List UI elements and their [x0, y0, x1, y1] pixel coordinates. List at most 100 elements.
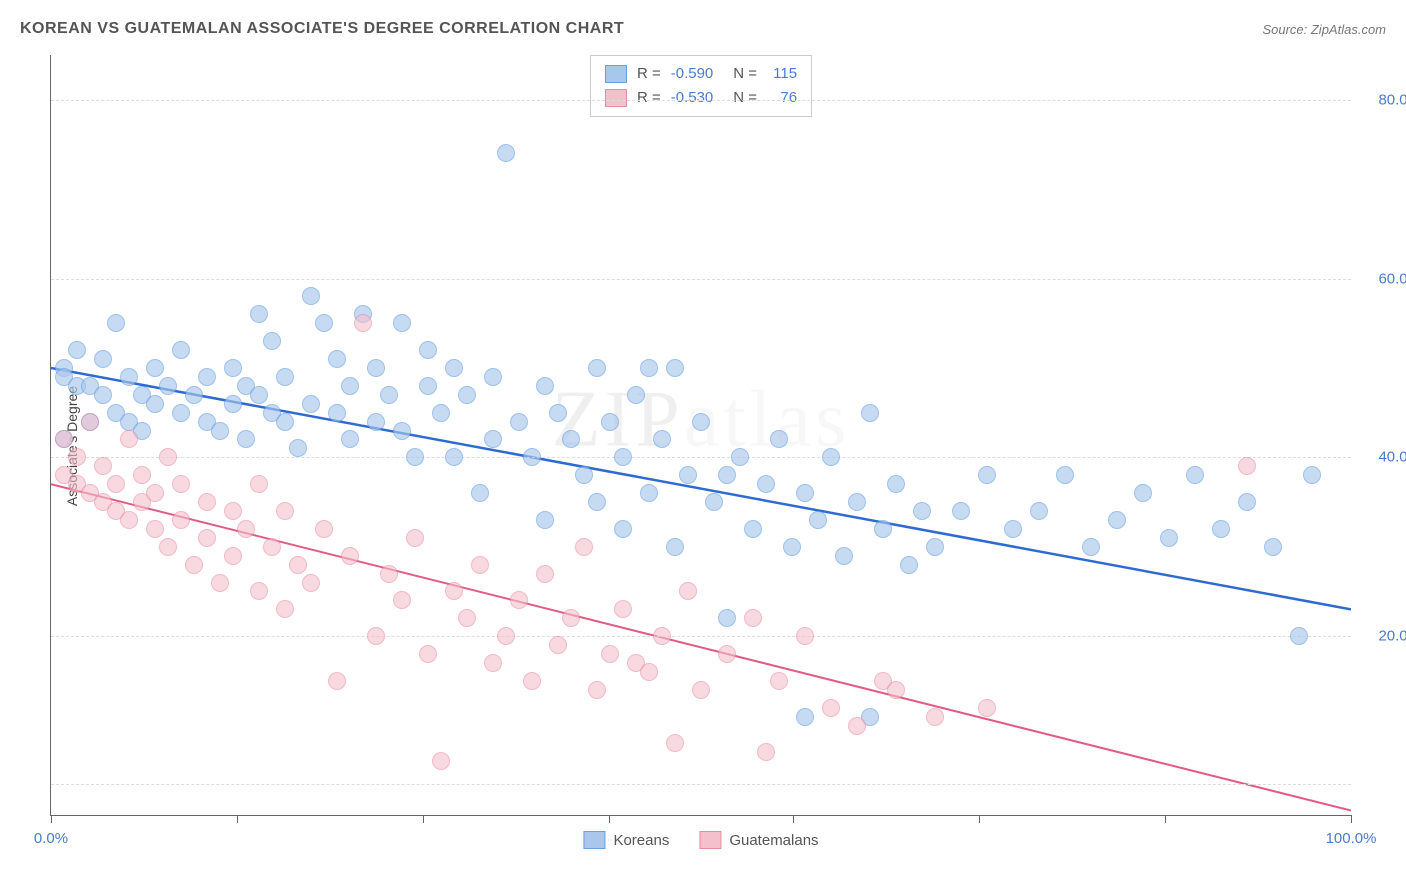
data-point [796, 708, 814, 726]
data-point [484, 654, 502, 672]
data-point [510, 413, 528, 431]
legend-item: Guatemalans [699, 831, 818, 849]
data-point [913, 502, 931, 520]
x-tick [1165, 815, 1166, 823]
x-tick [1351, 815, 1352, 823]
legend-swatch [605, 89, 627, 107]
data-point [68, 448, 86, 466]
grid-line [51, 784, 1351, 785]
data-point [588, 681, 606, 699]
data-point [614, 448, 632, 466]
data-point [367, 627, 385, 645]
data-point [497, 627, 515, 645]
data-point [484, 368, 502, 386]
data-point [237, 520, 255, 538]
x-tick [51, 815, 52, 823]
data-point [1108, 511, 1126, 529]
data-point [419, 377, 437, 395]
source-attribution: Source: ZipAtlas.com [1262, 22, 1386, 37]
r-value: -0.530 [671, 86, 714, 110]
legend-swatch [699, 831, 721, 849]
n-label: N = [733, 86, 757, 110]
data-point [666, 734, 684, 752]
data-point [471, 556, 489, 574]
data-point [120, 368, 138, 386]
data-point [679, 466, 697, 484]
data-point [172, 404, 190, 422]
data-point [588, 493, 606, 511]
data-point [705, 493, 723, 511]
data-point [1056, 466, 1074, 484]
y-tick-label: 40.0% [1361, 449, 1406, 466]
data-point [250, 386, 268, 404]
data-point [1004, 520, 1022, 538]
data-point [536, 377, 554, 395]
data-point [887, 681, 905, 699]
data-point [406, 529, 424, 547]
y-tick-label: 60.0% [1361, 270, 1406, 287]
data-point [458, 386, 476, 404]
x-tick [423, 815, 424, 823]
data-point [263, 538, 281, 556]
data-point [614, 520, 632, 538]
data-point [588, 359, 606, 377]
x-tick [237, 815, 238, 823]
data-point [601, 413, 619, 431]
data-point [68, 341, 86, 359]
data-point [575, 538, 593, 556]
data-point [250, 475, 268, 493]
data-point [159, 448, 177, 466]
data-point [653, 430, 671, 448]
data-point [848, 493, 866, 511]
data-point [354, 314, 372, 332]
data-point [107, 314, 125, 332]
data-point [172, 475, 190, 493]
legend-swatch [583, 831, 605, 849]
data-point [302, 395, 320, 413]
data-point [94, 350, 112, 368]
n-value: 115 [767, 62, 797, 86]
chart-title: KOREAN VS GUATEMALAN ASSOCIATE'S DEGREE … [20, 20, 624, 38]
scatter-chart: ZIPatlas R =-0.590N =115R =-0.530N =76 K… [50, 55, 1351, 816]
data-point [1212, 520, 1230, 538]
data-point [146, 395, 164, 413]
data-point [627, 386, 645, 404]
data-point [289, 439, 307, 457]
data-point [926, 538, 944, 556]
data-point [809, 511, 827, 529]
data-point [393, 314, 411, 332]
data-point [926, 708, 944, 726]
data-point [120, 511, 138, 529]
data-point [1290, 627, 1308, 645]
data-point [419, 645, 437, 663]
data-point [1303, 466, 1321, 484]
data-point [1082, 538, 1100, 556]
data-point [549, 404, 567, 422]
data-point [536, 565, 554, 583]
series-legend: KoreansGuatemalans [583, 831, 818, 849]
data-point [250, 582, 268, 600]
data-point [224, 395, 242, 413]
data-point [185, 556, 203, 574]
r-label: R = [637, 62, 661, 86]
data-point [302, 287, 320, 305]
data-point [640, 663, 658, 681]
data-point [367, 359, 385, 377]
data-point [94, 386, 112, 404]
data-point [718, 466, 736, 484]
data-point [315, 520, 333, 538]
data-point [250, 305, 268, 323]
data-point [562, 430, 580, 448]
data-point [276, 368, 294, 386]
data-point [1030, 502, 1048, 520]
data-point [276, 600, 294, 618]
data-point [692, 681, 710, 699]
stat-legend-row: R =-0.590N =115 [605, 62, 797, 86]
data-point [523, 672, 541, 690]
data-point [159, 377, 177, 395]
data-point [1238, 457, 1256, 475]
data-point [445, 582, 463, 600]
legend-label: Guatemalans [729, 832, 818, 849]
data-point [341, 547, 359, 565]
data-point [406, 448, 424, 466]
